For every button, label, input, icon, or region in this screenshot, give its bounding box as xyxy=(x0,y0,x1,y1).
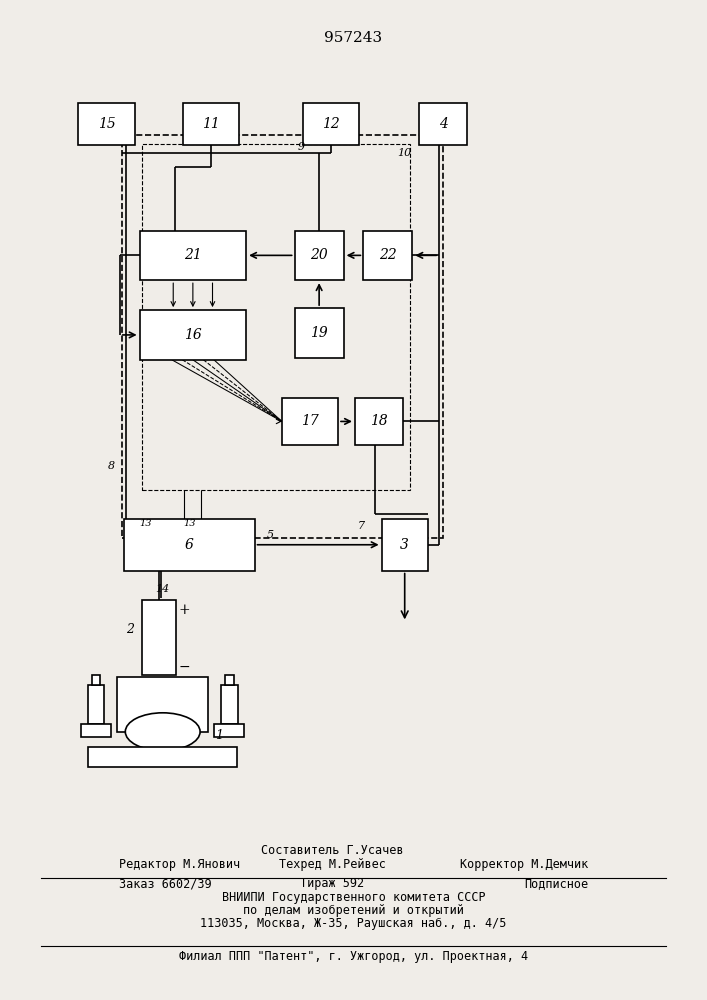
Bar xyxy=(183,103,239,145)
Text: 2: 2 xyxy=(126,623,134,636)
Text: 5: 5 xyxy=(267,530,274,540)
Text: 19: 19 xyxy=(310,326,328,340)
Text: 22: 22 xyxy=(379,248,397,262)
Bar xyxy=(221,685,238,724)
Text: 18: 18 xyxy=(370,414,387,428)
Bar xyxy=(92,675,100,685)
Bar xyxy=(124,519,255,571)
Text: 15: 15 xyxy=(98,117,115,131)
Text: 1: 1 xyxy=(216,729,223,742)
Bar xyxy=(88,685,105,724)
Bar xyxy=(117,677,209,732)
Text: Составитель Г.Усачев: Составитель Г.Усачев xyxy=(261,844,404,857)
Text: 957243: 957243 xyxy=(325,31,382,45)
Text: 9: 9 xyxy=(298,142,305,152)
Text: 12: 12 xyxy=(322,117,340,131)
Bar xyxy=(81,724,111,737)
Bar xyxy=(122,135,443,538)
Text: 16: 16 xyxy=(184,328,201,342)
Bar xyxy=(139,231,246,280)
Text: 8: 8 xyxy=(108,461,115,471)
Text: 4: 4 xyxy=(439,117,448,131)
Ellipse shape xyxy=(125,713,200,751)
Text: Подписное: Подписное xyxy=(525,877,588,890)
Bar xyxy=(355,398,402,445)
Text: 21: 21 xyxy=(184,248,201,262)
Bar xyxy=(303,103,359,145)
Text: 13: 13 xyxy=(139,519,152,528)
Text: Тираж 592: Тираж 592 xyxy=(300,877,365,890)
Text: 10: 10 xyxy=(397,148,412,158)
Text: Корректор М.Демчик: Корректор М.Демчик xyxy=(460,858,588,871)
Text: 17: 17 xyxy=(301,414,319,428)
Bar xyxy=(142,600,176,675)
Text: Филиал ППП "Патент", г. Ужгород, ул. Проектная, 4: Филиал ППП "Патент", г. Ужгород, ул. Про… xyxy=(179,950,528,963)
Bar xyxy=(78,103,135,145)
Bar xyxy=(141,144,409,490)
Text: 3: 3 xyxy=(400,538,409,552)
Text: ВНИИПИ Государственного комитета СССР: ВНИИПИ Государственного комитета СССР xyxy=(222,891,485,904)
Text: 6: 6 xyxy=(185,538,194,552)
Text: 13: 13 xyxy=(183,519,196,528)
Bar xyxy=(295,308,344,358)
Text: по делам изобретений и открытий: по делам изобретений и открытий xyxy=(243,904,464,917)
Bar xyxy=(295,231,344,280)
Text: −: − xyxy=(179,660,190,674)
Bar xyxy=(282,398,338,445)
Text: Техред М.Рейвес: Техред М.Рейвес xyxy=(279,858,386,871)
Text: 113035, Москва, Ж-35, Раушская наб., д. 4/5: 113035, Москва, Ж-35, Раушская наб., д. … xyxy=(200,917,507,930)
Bar xyxy=(139,310,246,360)
Text: 20: 20 xyxy=(310,248,328,262)
Bar xyxy=(419,103,467,145)
Text: Редактор М.Янович: Редактор М.Янович xyxy=(119,858,240,871)
Text: Заказ 6602/39: Заказ 6602/39 xyxy=(119,877,211,890)
Text: 11: 11 xyxy=(202,117,220,131)
Text: +: + xyxy=(179,603,190,617)
Bar xyxy=(88,747,237,767)
Bar xyxy=(225,675,233,685)
Text: 7: 7 xyxy=(358,521,365,531)
Bar xyxy=(363,231,412,280)
Text: 14: 14 xyxy=(156,584,170,594)
Bar xyxy=(382,519,428,571)
Bar xyxy=(214,724,245,737)
